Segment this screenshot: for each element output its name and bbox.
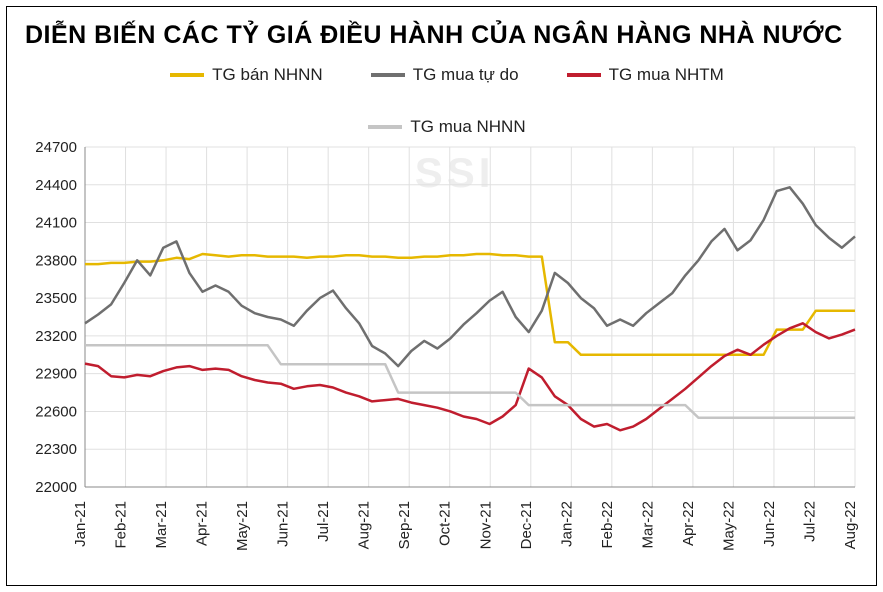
x-tick-label: Mar-22 [639, 501, 656, 549]
x-tick-label: Jul-21 [315, 501, 332, 542]
series-line-tg_ban_nhnn [85, 254, 855, 355]
x-tick-label: Jan-21 [72, 501, 89, 547]
chart-container: DIỄN BIẾN CÁC TỶ GIÁ ĐIỀU HÀNH CỦA NGÂN … [0, 0, 883, 592]
x-tick-label: Jun-21 [275, 501, 292, 547]
y-tick-label: 22600 [35, 403, 77, 420]
x-tick-label: Jun-22 [761, 501, 778, 547]
x-tick-label: Feb-21 [113, 501, 130, 549]
y-tick-label: 23500 [35, 290, 77, 307]
x-tick-label: Feb-22 [599, 501, 616, 549]
x-tick-label: Aug-22 [842, 501, 859, 549]
series-line-tg_mua_nhtm [85, 323, 855, 430]
series-line-tg_mua_nhnn [85, 345, 855, 417]
y-tick-label: 24100 [35, 215, 77, 232]
y-tick-label: 22300 [35, 441, 77, 458]
plot-area: SSI 22000 22300 22600 22900 23200 23500 23800 24… [7, 7, 875, 557]
x-tick-label: Apr-22 [680, 501, 697, 546]
watermark: SSI [415, 149, 495, 196]
y-tick-label: 22000 [35, 479, 77, 496]
chart-frame: DIỄN BIẾN CÁC TỶ GIÁ ĐIỀU HÀNH CỦA NGÂN … [6, 6, 877, 586]
y-tick-label: 23200 [35, 328, 77, 345]
x-tick-label: May-22 [720, 501, 737, 551]
y-tick-label: 22900 [35, 366, 77, 383]
y-tick-label: 23800 [35, 252, 77, 269]
x-tick-label: Jul-22 [801, 501, 818, 542]
x-tick-label: Nov-21 [477, 501, 494, 549]
x-tick-label: Aug-21 [356, 501, 373, 549]
series-line-tg_mua_tu_do [85, 187, 855, 366]
y-tick-label: 24400 [35, 177, 77, 194]
x-tick-label: Jan-22 [558, 501, 575, 547]
x-tick-label: Dec-21 [518, 501, 535, 549]
x-tick-label: Oct-21 [437, 501, 454, 546]
y-tick-label: 24700 [35, 139, 77, 156]
x-tick-label: Sep-21 [396, 501, 413, 549]
x-tick-label: May-21 [234, 501, 251, 551]
x-tick-label: Mar-21 [153, 501, 170, 549]
x-tick-label: Apr-21 [194, 501, 211, 546]
